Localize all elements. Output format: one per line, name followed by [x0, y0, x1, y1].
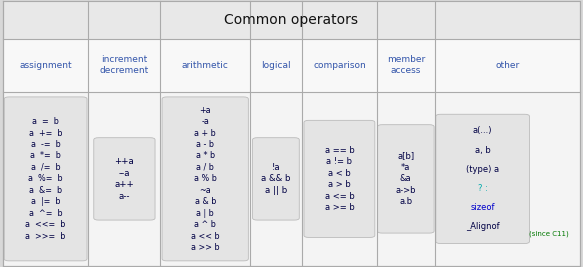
Text: (type) a: (type) a — [466, 165, 499, 174]
Bar — [3, 39, 580, 92]
Text: +a
-a
a + b
a - b
a * b
a / b
a % b
~a
a & b
a | b
a ^ b
a << b
a >> b: +a -a a + b a - b a * b a / b a % b ~a a… — [191, 106, 220, 252]
FancyBboxPatch shape — [304, 120, 375, 237]
Text: sizeof: sizeof — [470, 203, 495, 212]
Text: Common operators: Common operators — [224, 13, 359, 27]
Text: !a
a && b
a || b: !a a && b a || b — [261, 163, 291, 195]
Text: arithmetic: arithmetic — [182, 61, 229, 70]
Text: comparison: comparison — [313, 61, 366, 70]
FancyBboxPatch shape — [4, 97, 87, 261]
Text: assignment: assignment — [19, 61, 72, 70]
Text: a, b: a, b — [475, 146, 490, 155]
Text: a[b]
*a
&a
a->b
a.b: a[b] *a &a a->b a.b — [395, 151, 416, 206]
FancyBboxPatch shape — [162, 97, 248, 261]
FancyBboxPatch shape — [377, 125, 434, 233]
Text: logical: logical — [261, 61, 291, 70]
FancyBboxPatch shape — [94, 138, 155, 220]
Text: ? :: ? : — [477, 184, 487, 193]
Text: a(...): a(...) — [473, 126, 493, 135]
Text: ++a
--a
a++
a--: ++a --a a++ a-- — [114, 157, 134, 201]
Text: (since C11): (since C11) — [529, 230, 569, 237]
Text: increment
decrement: increment decrement — [100, 55, 149, 76]
Bar — [3, 92, 580, 266]
Bar — [3, 1, 580, 39]
Text: a  =  b
a  +=  b
a  -=  b
a  *=  b
a  /=  b
a  %=  b
a  &=  b
a  |=  b
a  ^=  b
: a = b a += b a -= b a *= b a /= b a %= b… — [26, 117, 66, 241]
Text: member
access: member access — [387, 55, 425, 76]
FancyBboxPatch shape — [252, 138, 299, 220]
Text: other: other — [495, 61, 519, 70]
FancyBboxPatch shape — [436, 114, 529, 244]
Text: _Alignof: _Alignof — [466, 222, 500, 231]
Text: a == b
a != b
a < b
a > b
a <= b
a >= b: a == b a != b a < b a > b a <= b a >= b — [325, 146, 354, 212]
